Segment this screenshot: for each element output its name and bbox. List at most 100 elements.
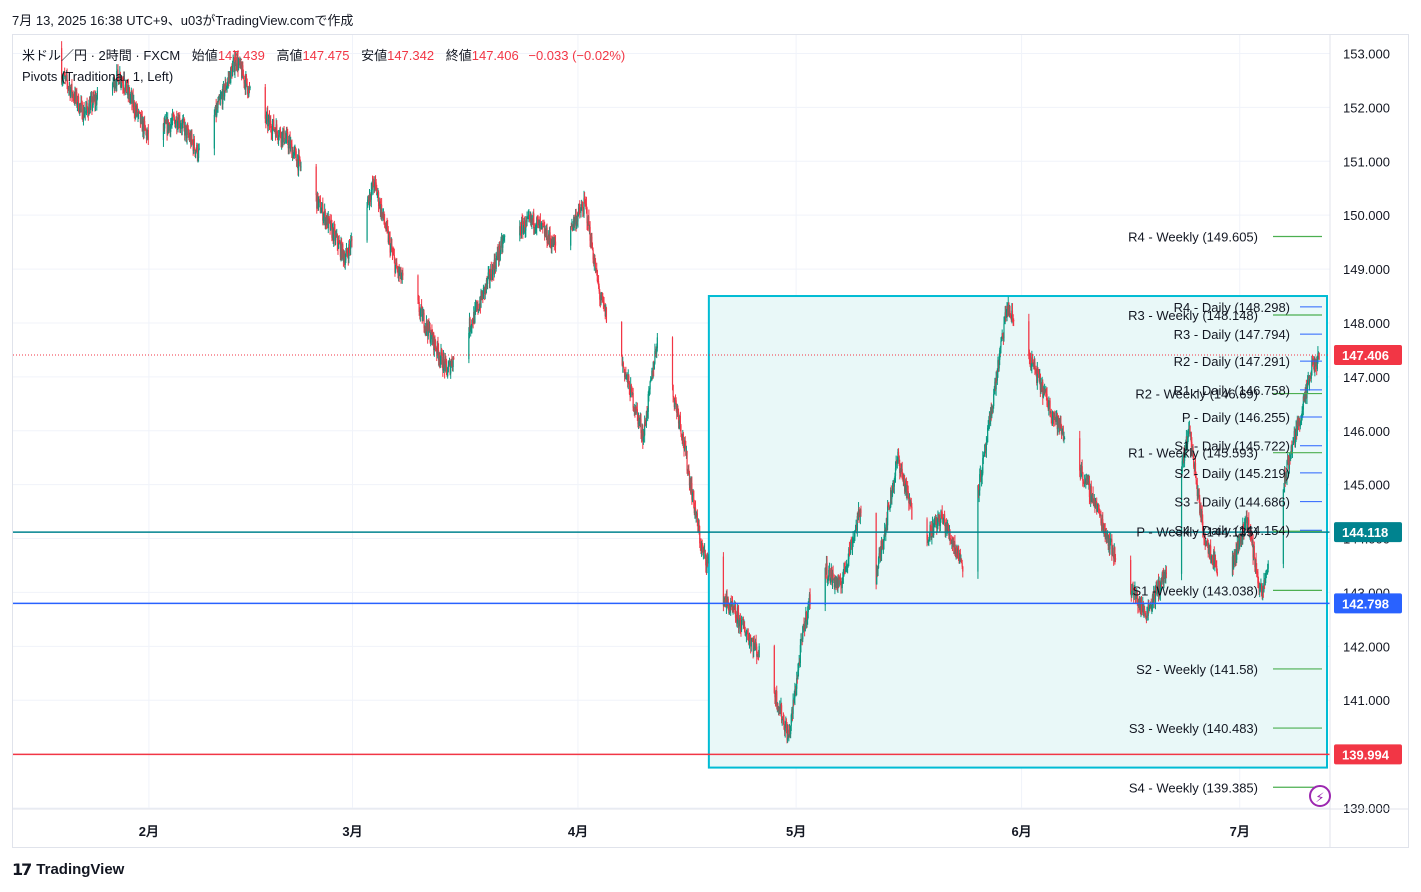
- low-label: 安値: [361, 48, 388, 63]
- candle-body: [1306, 387, 1308, 398]
- candle-body: [375, 182, 377, 188]
- candle-body: [990, 407, 992, 416]
- indicator-legend-row[interactable]: Pivots (Traditional, 1, Left): [22, 69, 174, 84]
- candle-body: [785, 723, 788, 728]
- lightning-icon[interactable]: ⚡: [1309, 785, 1331, 807]
- candle-body: [270, 128, 272, 134]
- candle-body: [988, 415, 991, 424]
- candle-body: [81, 102, 83, 120]
- candle-body: [1096, 508, 1098, 512]
- candle-body: [594, 261, 597, 272]
- candle-body: [1059, 422, 1061, 429]
- candle-body: [341, 244, 343, 259]
- candle-body: [448, 362, 450, 366]
- candle-body: [906, 487, 908, 495]
- candle-body: [676, 408, 678, 413]
- candle-body: [1283, 487, 1285, 490]
- candle-body: [86, 102, 88, 108]
- candle-body: [145, 131, 148, 139]
- candle-body: [554, 241, 556, 244]
- candle-body: [524, 220, 526, 233]
- candle-body: [177, 119, 179, 127]
- open-label: 始値: [191, 48, 218, 63]
- candle-body: [1256, 569, 1258, 571]
- candle-body: [1057, 416, 1059, 430]
- brand-footer[interactable]: 17 TradingView: [12, 860, 124, 879]
- candle-body: [197, 157, 199, 159]
- candle-body: [834, 582, 836, 588]
- candle-body: [236, 65, 238, 68]
- candle-body: [740, 620, 743, 631]
- candle-body: [1212, 562, 1214, 565]
- candle-body: [1130, 594, 1132, 597]
- candle-body: [1188, 428, 1190, 434]
- candle-body: [144, 121, 146, 126]
- candle-body: [707, 556, 709, 560]
- candle-body: [497, 257, 500, 260]
- candle-body: [276, 131, 278, 138]
- candle-body: [273, 119, 275, 130]
- candle-body: [961, 563, 963, 567]
- symbol-label[interactable]: 米ドル／円 · 2時間 · FXCM: [22, 48, 181, 63]
- candle-body: [637, 416, 640, 425]
- candle-body: [214, 114, 216, 115]
- candle-body: [177, 119, 180, 128]
- candle-body: [853, 536, 855, 538]
- candle-body: [232, 61, 234, 67]
- candle-body: [176, 117, 178, 128]
- candle-body: [447, 372, 449, 377]
- candle-body: [896, 461, 898, 463]
- candle-body: [781, 719, 783, 721]
- candle-body: [113, 76, 115, 89]
- daily-pivot-label: S4 - Daily (144.154): [1174, 523, 1290, 538]
- candle-body: [1096, 502, 1098, 512]
- candle-body: [382, 211, 385, 216]
- candle-body: [271, 133, 273, 135]
- candle-body: [428, 321, 430, 330]
- candle-body: [1233, 562, 1235, 569]
- candle-body: [421, 307, 423, 322]
- candle-body: [322, 218, 325, 221]
- candle-body: [1110, 539, 1112, 541]
- candle-body: [233, 57, 235, 72]
- candle-body: [434, 345, 437, 350]
- candle-body: [373, 179, 375, 186]
- candle-body: [637, 413, 639, 425]
- candle-body: [431, 334, 434, 342]
- candle-body: [393, 253, 395, 256]
- candle-body: [278, 131, 280, 138]
- candle-body: [1002, 333, 1004, 337]
- candle-body: [388, 236, 391, 238]
- candle-body: [1114, 558, 1117, 560]
- candle-body: [324, 210, 326, 226]
- candle-body: [94, 97, 96, 105]
- candle-body: [1191, 447, 1194, 456]
- candle-body: [691, 483, 693, 500]
- candle-body: [437, 341, 439, 351]
- candle-body: [957, 545, 960, 560]
- candle-body: [652, 366, 654, 378]
- high-label: 高値: [276, 48, 303, 63]
- candle-body: [225, 87, 228, 90]
- candle-body: [853, 537, 855, 539]
- candle-body: [487, 277, 489, 284]
- candle-body: [1240, 534, 1243, 541]
- candle-body: [347, 254, 349, 259]
- candle-body: [488, 271, 491, 281]
- candle-body: [938, 518, 940, 521]
- candle-body: [624, 373, 626, 378]
- candle-body: [1140, 603, 1143, 611]
- candle-body: [1185, 436, 1188, 442]
- price-axis-tick-label: 141.000: [1343, 693, 1390, 708]
- candle-body: [736, 610, 738, 624]
- candle-body: [630, 384, 632, 398]
- candle-body: [519, 226, 521, 234]
- candle-body: [700, 546, 703, 551]
- candle-body: [1145, 615, 1147, 617]
- candle-body: [551, 236, 554, 245]
- candle-body: [1037, 369, 1039, 371]
- candle-body: [1307, 378, 1309, 381]
- candle-body: [128, 90, 130, 96]
- candle-body: [1267, 563, 1269, 569]
